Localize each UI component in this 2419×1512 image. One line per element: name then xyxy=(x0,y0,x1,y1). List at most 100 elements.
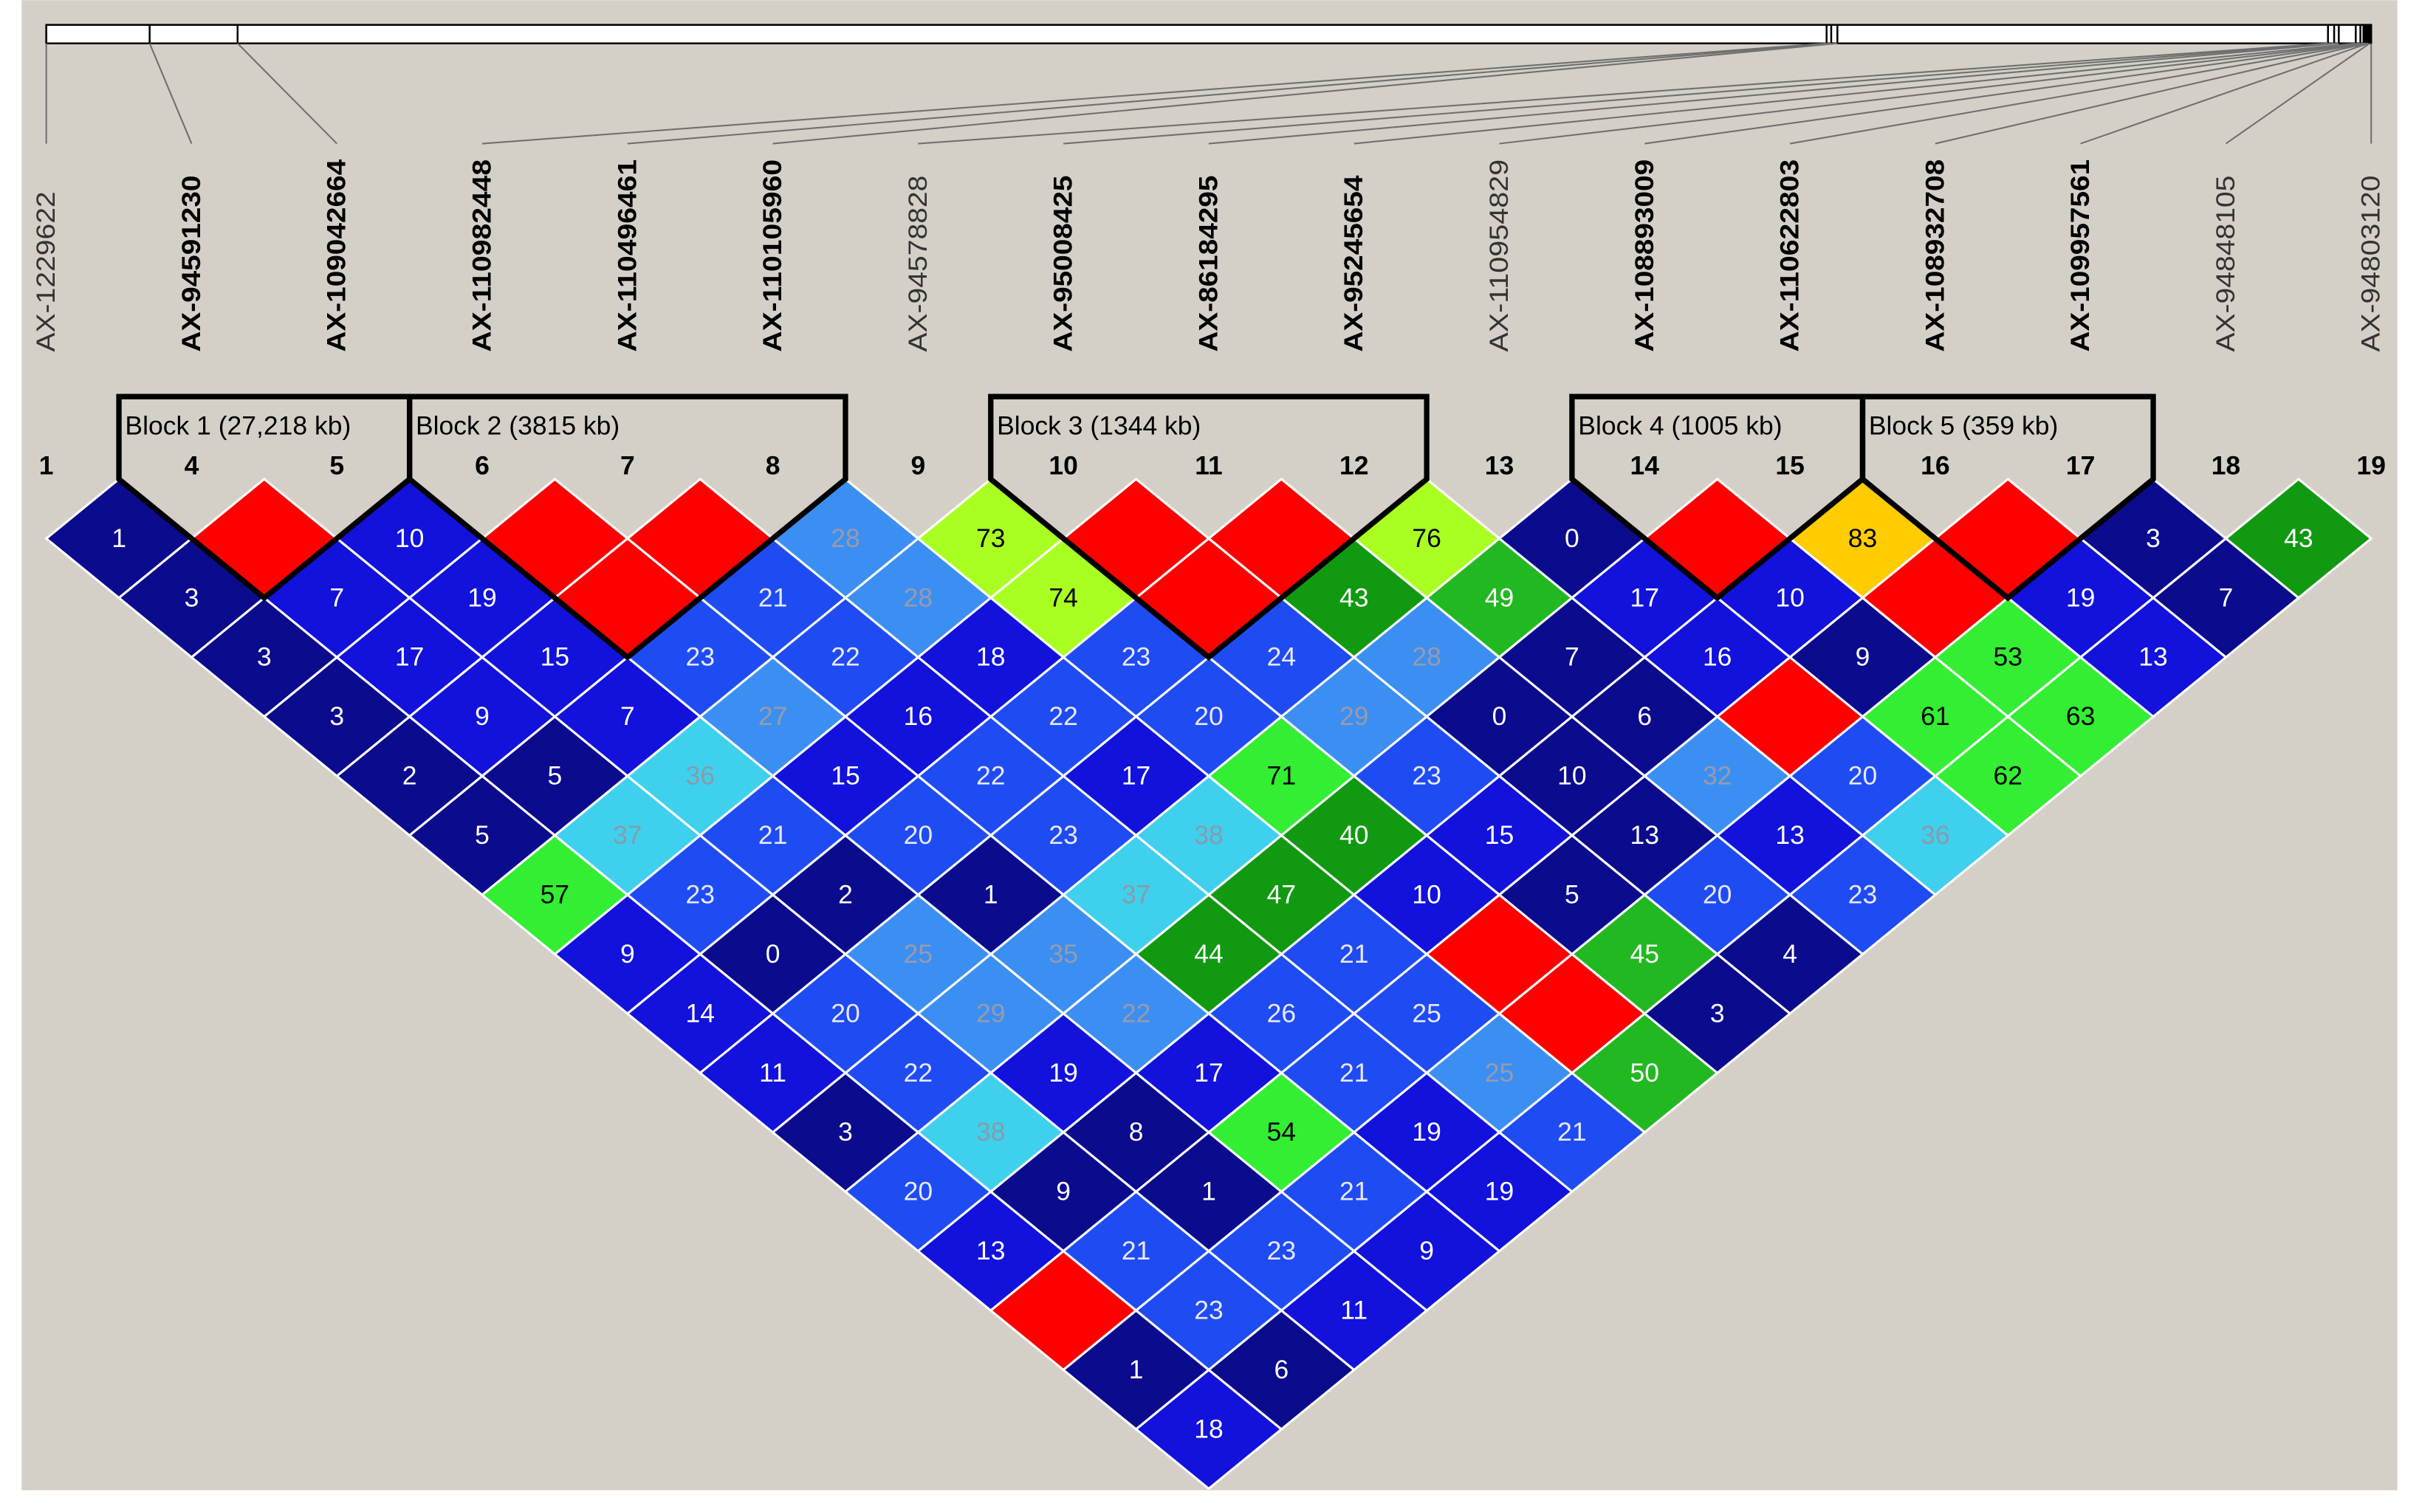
ld-value: 28 xyxy=(831,523,860,553)
ld-value: 13 xyxy=(1630,820,1660,850)
ld-value: 7 xyxy=(329,583,344,612)
ld-value: 20 xyxy=(904,1177,933,1206)
ld-value: 7 xyxy=(2219,583,2234,612)
marker-name: AX-1229622 xyxy=(31,191,61,351)
ld-value: 1 xyxy=(1129,1355,1144,1384)
marker-number: 12 xyxy=(1339,451,1369,481)
connector xyxy=(148,43,193,144)
block-label: Block 1 (27,218 kb) xyxy=(125,410,351,440)
ld-value: 29 xyxy=(1339,701,1369,731)
marker-name: AX-108932708 xyxy=(1920,159,1949,352)
ld-value: 5 xyxy=(548,761,563,791)
ld-value: 73 xyxy=(976,523,1006,553)
ld-value: 20 xyxy=(1703,880,1732,910)
marker-number: 14 xyxy=(1630,451,1660,481)
ld-value: 63 xyxy=(2066,701,2096,731)
ld-value: 11 xyxy=(1340,1296,1368,1325)
block-label: Block 5 (359 kb) xyxy=(1869,410,2059,440)
marker-name: AX-110982448 xyxy=(467,159,496,352)
ld-value: 9 xyxy=(1056,1177,1071,1206)
ld-value: 17 xyxy=(1194,1058,1224,1087)
ld-value: 1 xyxy=(1201,1177,1216,1206)
ld-value: 17 xyxy=(1630,583,1660,612)
ld-value: 2 xyxy=(402,761,417,791)
ld-value: 25 xyxy=(1485,1058,1514,1087)
marker-number: 17 xyxy=(2066,451,2096,481)
marker-name: AX-110954829 xyxy=(1484,159,1514,352)
ld-value: 10 xyxy=(395,523,425,553)
ld-value: 23 xyxy=(685,880,715,910)
marker-number: 10 xyxy=(1049,451,1078,481)
marker-number: 18 xyxy=(2212,451,2241,481)
marker-number: 7 xyxy=(620,451,635,481)
ld-value: 23 xyxy=(1049,820,1078,850)
ld-value: 18 xyxy=(976,642,1006,672)
ld-value: 29 xyxy=(976,998,1006,1028)
ld-value: 71 xyxy=(1267,761,1297,791)
block-outline xyxy=(1569,394,1866,602)
ld-value: 1 xyxy=(111,523,126,553)
ld-value: 28 xyxy=(904,583,933,612)
ld-value: 37 xyxy=(1122,880,1151,910)
ld-value: 3 xyxy=(185,583,199,612)
ld-value: 54 xyxy=(1267,1117,1297,1147)
connector xyxy=(918,42,2328,145)
connector xyxy=(2080,42,2369,145)
marker-name: AX-108893009 xyxy=(1630,159,1659,352)
ld-value: 22 xyxy=(904,1058,933,1087)
ld-value: 28 xyxy=(1412,642,1441,672)
ld-value: 20 xyxy=(1194,701,1224,731)
marker-number: 6 xyxy=(475,451,490,481)
marker-number: 4 xyxy=(185,451,199,481)
ld-value: 22 xyxy=(831,642,860,672)
ld-value: 4 xyxy=(1782,939,1797,969)
ld-value: 20 xyxy=(831,998,860,1028)
ld-value: 32 xyxy=(1703,761,1732,791)
marker-name: AX-110622803 xyxy=(1775,159,1805,352)
ld-value: 21 xyxy=(1122,1236,1151,1265)
ld-value: 76 xyxy=(1412,523,1441,553)
marker-number: 1 xyxy=(39,451,54,481)
block-outline xyxy=(988,394,1430,662)
position-bar xyxy=(45,24,2372,45)
ld-value: 38 xyxy=(976,1117,1006,1147)
ld-value: 23 xyxy=(1194,1296,1224,1325)
ld-value: 23 xyxy=(1122,642,1151,672)
ld-value: 19 xyxy=(1485,1177,1514,1206)
marker-name: AX-95245654 xyxy=(1339,175,1368,351)
ld-value: 9 xyxy=(1856,642,1870,672)
ld-value: 9 xyxy=(620,939,635,969)
ld-value: 23 xyxy=(1267,1236,1297,1265)
connector xyxy=(1789,42,2366,145)
connector xyxy=(1063,42,2335,145)
ld-value: 22 xyxy=(1122,998,1151,1028)
ld-value: 23 xyxy=(1848,880,1878,910)
marker-name: AX-109042664 xyxy=(322,159,351,352)
block-outline xyxy=(406,394,848,662)
block-outline xyxy=(116,394,413,602)
ld-value: 22 xyxy=(976,761,1006,791)
connector xyxy=(772,42,1838,145)
marker-number: 19 xyxy=(2356,451,2386,481)
marker-name: AX-94578828 xyxy=(903,176,933,352)
ld-value: 9 xyxy=(1419,1236,1434,1265)
ld-value: 0 xyxy=(1492,701,1507,731)
marker-name: AX-109957561 xyxy=(2065,159,2095,352)
ld-cell xyxy=(1134,1368,1283,1491)
marker-name: AX-110105960 xyxy=(758,159,787,352)
ld-value: 2 xyxy=(838,880,853,910)
ld-value: 15 xyxy=(831,761,860,791)
ld-value: 24 xyxy=(1267,642,1297,672)
ld-value: 9 xyxy=(475,701,490,731)
ld-value: 16 xyxy=(1703,642,1732,672)
ld-value: 14 xyxy=(685,998,715,1028)
marker-name: AX-94848105 xyxy=(2211,176,2240,352)
marker-number: 5 xyxy=(329,451,344,481)
block-label: Block 4 (1005 kb) xyxy=(1578,410,1782,440)
ld-value: 19 xyxy=(467,583,497,612)
ld-value: 13 xyxy=(976,1236,1006,1265)
connector xyxy=(1935,42,2367,145)
ld-value: 27 xyxy=(758,701,788,731)
ld-value: 1 xyxy=(984,880,998,910)
ld-value: 25 xyxy=(1412,998,1441,1028)
